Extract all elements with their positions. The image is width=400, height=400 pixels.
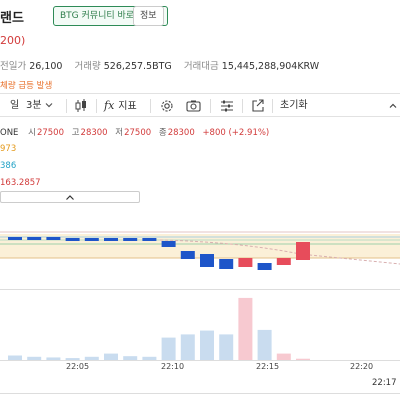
ma-line-dashed [159,239,400,265]
candle [142,238,157,241]
info-button[interactable]: 정보 [133,6,164,26]
prev-close-label: 전일가 [0,61,27,72]
symbol-label: ONE [0,128,19,138]
candle [46,237,61,240]
chevron-down-icon [45,101,53,109]
expand-chevron-icon[interactable] [388,98,398,114]
fx-icon: 𝑓x [104,99,115,112]
reset-button[interactable]: 초기화 [280,100,308,111]
price-change: 200) [0,34,26,47]
candle [84,238,99,241]
volume-bar [219,334,234,360]
volume-bar [180,334,195,360]
period-day-button[interactable]: 일 [10,100,20,111]
toolbar-divider [210,99,211,113]
volume-label: 거래량 [74,61,101,72]
volume-bar [257,329,272,360]
open-value: 27500 [36,128,64,138]
volume-bar [46,357,61,360]
ma-line-1-value: 973 [0,144,17,154]
stats-row: 전일가 26,100 거래량 526,257.5BTG 거래대금 15,445,288… [0,58,328,72]
volume-bar [104,353,118,360]
volume-bar [296,358,310,360]
candle [161,241,176,247]
x-tick-label: 22:05 [66,362,90,371]
volume-bar [161,337,176,360]
close-label: 종 [158,128,167,138]
trade-amount-label: 거래대금 [183,61,219,72]
chevron-up-icon [66,195,74,200]
close-value: 28300 [167,128,195,138]
indicator-button[interactable]: 𝑓x 지표 [104,98,137,114]
x-tick-label: 22:20 [350,362,374,371]
candle [276,258,291,265]
toolbar-divider [242,99,243,113]
camera-icon[interactable] [186,98,201,114]
toolbar-divider [96,99,97,113]
volume-bar [200,330,214,360]
candle [27,237,42,240]
bottom-divider [0,393,400,394]
candle [104,238,118,241]
interval-dropdown[interactable]: 3분 [26,98,53,114]
candle [200,254,214,267]
volume-bar [142,356,157,360]
low-value: 27500 [124,128,152,138]
candles-group [8,237,310,270]
candle [238,258,253,267]
ma-line-3-value: 163.2857 [0,178,41,188]
trade-amount-value: 15,445,288,904KRW [221,61,320,72]
prev-close-value: 26,100 [29,61,63,72]
high-value: 28300 [80,128,108,138]
current-time: 22:17 [372,378,397,388]
candle [8,237,22,240]
candle [257,263,272,270]
pane-divider[interactable] [0,289,400,290]
volume-bar [65,358,80,360]
volume-bar [123,356,138,360]
time-axis: 22:05 22:10 22:15 22:20 [0,360,400,374]
volume-bar [276,353,291,360]
candle [180,251,195,259]
sliders-icon[interactable] [220,98,234,114]
volume-bars-group [8,297,310,360]
legend-collapse-button[interactable] [0,191,140,203]
toolbar-divider [272,99,273,113]
volume-alert: 체량 급등 발생 [0,81,53,91]
share-icon[interactable] [251,98,265,114]
change-value: +800 (+2.91%) [202,128,270,138]
interval-label: 3분 [26,100,42,111]
volume-bar [27,356,42,360]
volume-bar [238,297,253,360]
high-label: 고 [71,128,80,138]
candle-type-icon[interactable] [74,98,88,114]
volume-chart [8,297,310,360]
settings-icon[interactable] [160,98,174,114]
price-chart[interactable] [0,204,400,288]
candle [123,238,138,241]
low-label: 저 [115,128,124,138]
toolbar-divider [66,99,67,113]
x-tick-label: 22:10 [161,362,185,371]
chart-toolbar: 일 3분 𝑓x 지표 초기화 [0,93,400,117]
candle [296,242,310,260]
volume-bar [84,356,99,360]
ma-line-2-value: 386 [0,161,17,171]
candle [219,259,234,269]
x-tick-label: 22:15 [256,362,280,371]
indicator-label: 지표 [118,101,137,112]
volume-bar [8,355,22,360]
toolbar-divider [150,99,151,113]
coin-title: 랜드 [0,11,24,26]
open-label: 시 [28,128,36,138]
candle [65,238,80,241]
ohlc-legend: ONE 시27500 고28300 저27500 종28300 +800 (+2… [0,126,274,138]
volume-value: 526,257.5BTG [103,61,172,72]
coin-header: 랜드 BTG 커뮤니티 바로가기 > 정보 200) 전일가 26,100 거래량… [0,0,400,91]
